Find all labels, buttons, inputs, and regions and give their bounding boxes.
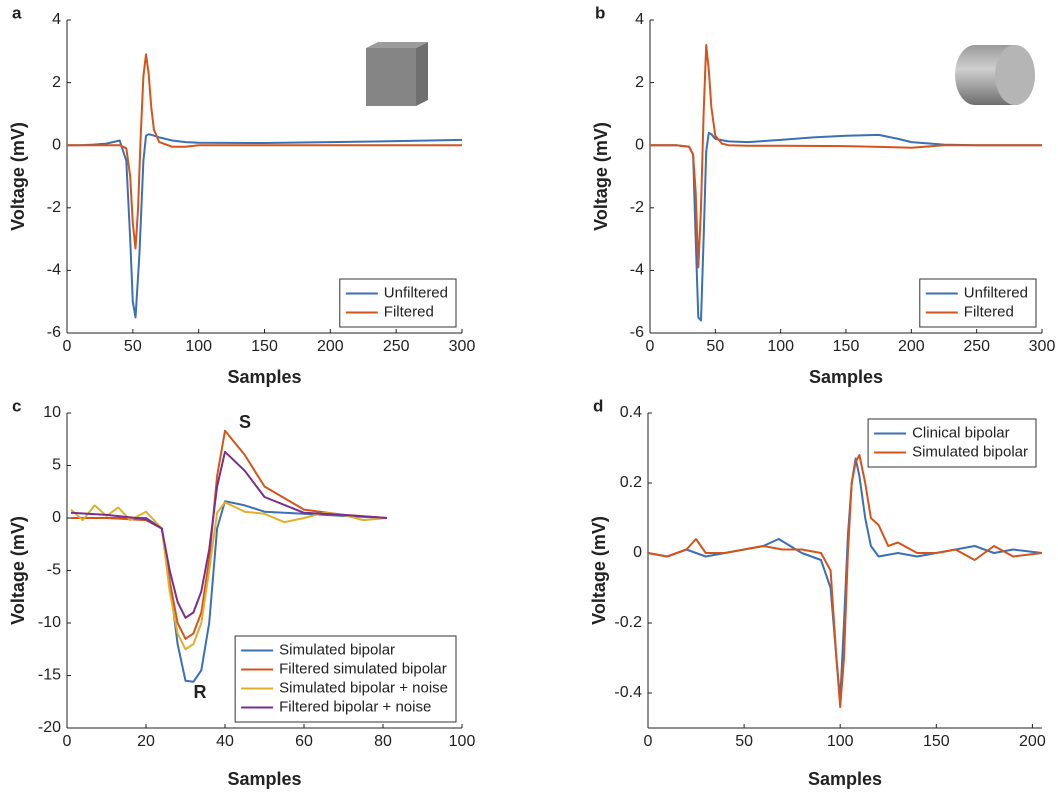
legend-box (919, 278, 1037, 328)
x-tick-label: 50 (124, 338, 142, 355)
annotation: S (239, 412, 251, 432)
x-tick-label: 100 (767, 338, 794, 355)
x-tick-label: 250 (383, 338, 410, 355)
annotation: R (194, 682, 207, 702)
x-axis-label: Samples (227, 367, 301, 387)
legend: Simulated bipolar Filtered simulated bipo… (234, 635, 457, 723)
x-axis-label: Samples (809, 367, 883, 387)
x-tick-label: 100 (827, 733, 854, 750)
y-tick-label: -10 (38, 614, 61, 631)
x-tick-label: 300 (1029, 338, 1056, 355)
y-tick-label: 2 (635, 74, 644, 91)
chart-panel: 0 50 100 150 200 250 300 -6 -4 -2 0 2 4 Samples Voltag… (591, 3, 1056, 386)
x-tick-label: 300 (449, 338, 476, 355)
y-tick-label: 2 (52, 74, 61, 91)
y-tick-label: 0 (52, 136, 61, 153)
series-line (67, 133, 463, 319)
series-line (67, 53, 462, 250)
legend-label: Filtered simulated bipolar (279, 660, 447, 677)
x-tick-label: 40 (216, 733, 234, 750)
series-line (70, 450, 388, 619)
y-tick-label: 0 (633, 544, 642, 561)
series-line (647, 457, 1043, 701)
legend-label: Simulated bipolar (912, 443, 1028, 460)
legend-label: Filtered (964, 303, 1014, 320)
panel-label: b (595, 3, 605, 22)
x-tick-label: 80 (374, 733, 392, 750)
y-tick-label: -2 (630, 199, 644, 216)
x-tick-label: 0 (63, 733, 72, 750)
y-tick-label: 4 (52, 11, 61, 28)
y-axis-label: Voltage (mV) (8, 516, 28, 625)
x-tick-label: 50 (735, 733, 753, 750)
y-tick-label: -4 (630, 262, 644, 279)
chart-panel: 0 50 100 150 200 -0.4 -0.2 0 0.2 0.4 Samples Voltag… (589, 396, 1046, 788)
cube-icon (366, 42, 428, 106)
legend-label: Clinical bipolar (912, 424, 1010, 441)
x-axis-label: Samples (227, 769, 301, 789)
y-tick-label: -0.4 (614, 684, 642, 701)
x-tick-label: 150 (833, 338, 860, 355)
y-axis-label: Voltage (mV) (8, 122, 28, 231)
x-tick-label: 100 (449, 733, 476, 750)
y-tick-label: -5 (47, 562, 61, 579)
legend: Unfiltered Filtered (919, 278, 1037, 328)
y-tick-label: -2 (47, 199, 61, 216)
x-tick-label: 100 (185, 338, 212, 355)
y-tick-label: -6 (47, 324, 61, 341)
y-tick-label: -15 (38, 667, 61, 684)
x-tick-label: 200 (1019, 733, 1046, 750)
y-tick-label: 5 (52, 457, 61, 474)
series-line (70, 501, 388, 651)
legend-label: Filtered (384, 303, 434, 320)
y-tick-label: -6 (630, 324, 644, 341)
legend: Unfiltered Filtered (339, 278, 457, 328)
x-tick-label: 60 (295, 733, 313, 750)
x-tick-label: 0 (646, 338, 655, 355)
y-tick-label: 0 (52, 509, 61, 526)
x-tick-label: 250 (963, 338, 990, 355)
legend-label: Unfiltered (964, 284, 1028, 301)
x-tick-label: 50 (706, 338, 724, 355)
x-tick-label: 20 (137, 733, 155, 750)
y-axis-label: Voltage (mV) (589, 516, 609, 625)
chart-panel: 0 50 100 150 200 250 300 -6 -4 -2 0 2 4 Samples Voltag… (8, 3, 476, 386)
series-line (71, 429, 388, 640)
legend-box (339, 278, 457, 328)
panel-label: a (12, 3, 22, 22)
series-line (650, 44, 1042, 269)
series-line (650, 131, 1042, 322)
x-tick-label: 0 (644, 733, 653, 750)
x-tick-label: 200 (898, 338, 925, 355)
y-tick-label: 10 (43, 404, 61, 421)
y-tick-label: 0.2 (620, 474, 642, 491)
y-tick-label: -4 (47, 262, 61, 279)
legend-box (867, 418, 1037, 468)
legend-label: Filtered bipolar + noise (279, 698, 431, 715)
legend-label: Simulated bipolar + noise (279, 679, 448, 696)
y-tick-label: 0.4 (620, 404, 642, 421)
panel-label: c (12, 396, 21, 415)
x-tick-label: 0 (63, 338, 72, 355)
chart-panel: 0 20 40 60 80 100 -20 -15 -10 -5 0 5 10 Samples Voltag… (8, 396, 476, 788)
legend-label: Unfiltered (384, 284, 448, 301)
panel-label: d (593, 396, 603, 415)
legend-label: Simulated bipolar (279, 641, 395, 658)
y-tick-label: 0 (635, 136, 644, 153)
y-tick-label: 4 (635, 11, 644, 28)
x-tick-label: 150 (923, 733, 950, 750)
legend: Clinical bipolar Simulated bipolar (867, 418, 1037, 468)
x-tick-label: 200 (317, 338, 344, 355)
y-tick-label: -0.2 (614, 614, 642, 631)
series-line (647, 454, 1043, 708)
x-axis-label: Samples (808, 769, 882, 789)
y-tick-label: -20 (38, 719, 61, 736)
x-tick-label: 150 (251, 338, 278, 355)
cylinder-icon (955, 45, 1035, 105)
y-axis-label: Voltage (mV) (591, 122, 611, 231)
